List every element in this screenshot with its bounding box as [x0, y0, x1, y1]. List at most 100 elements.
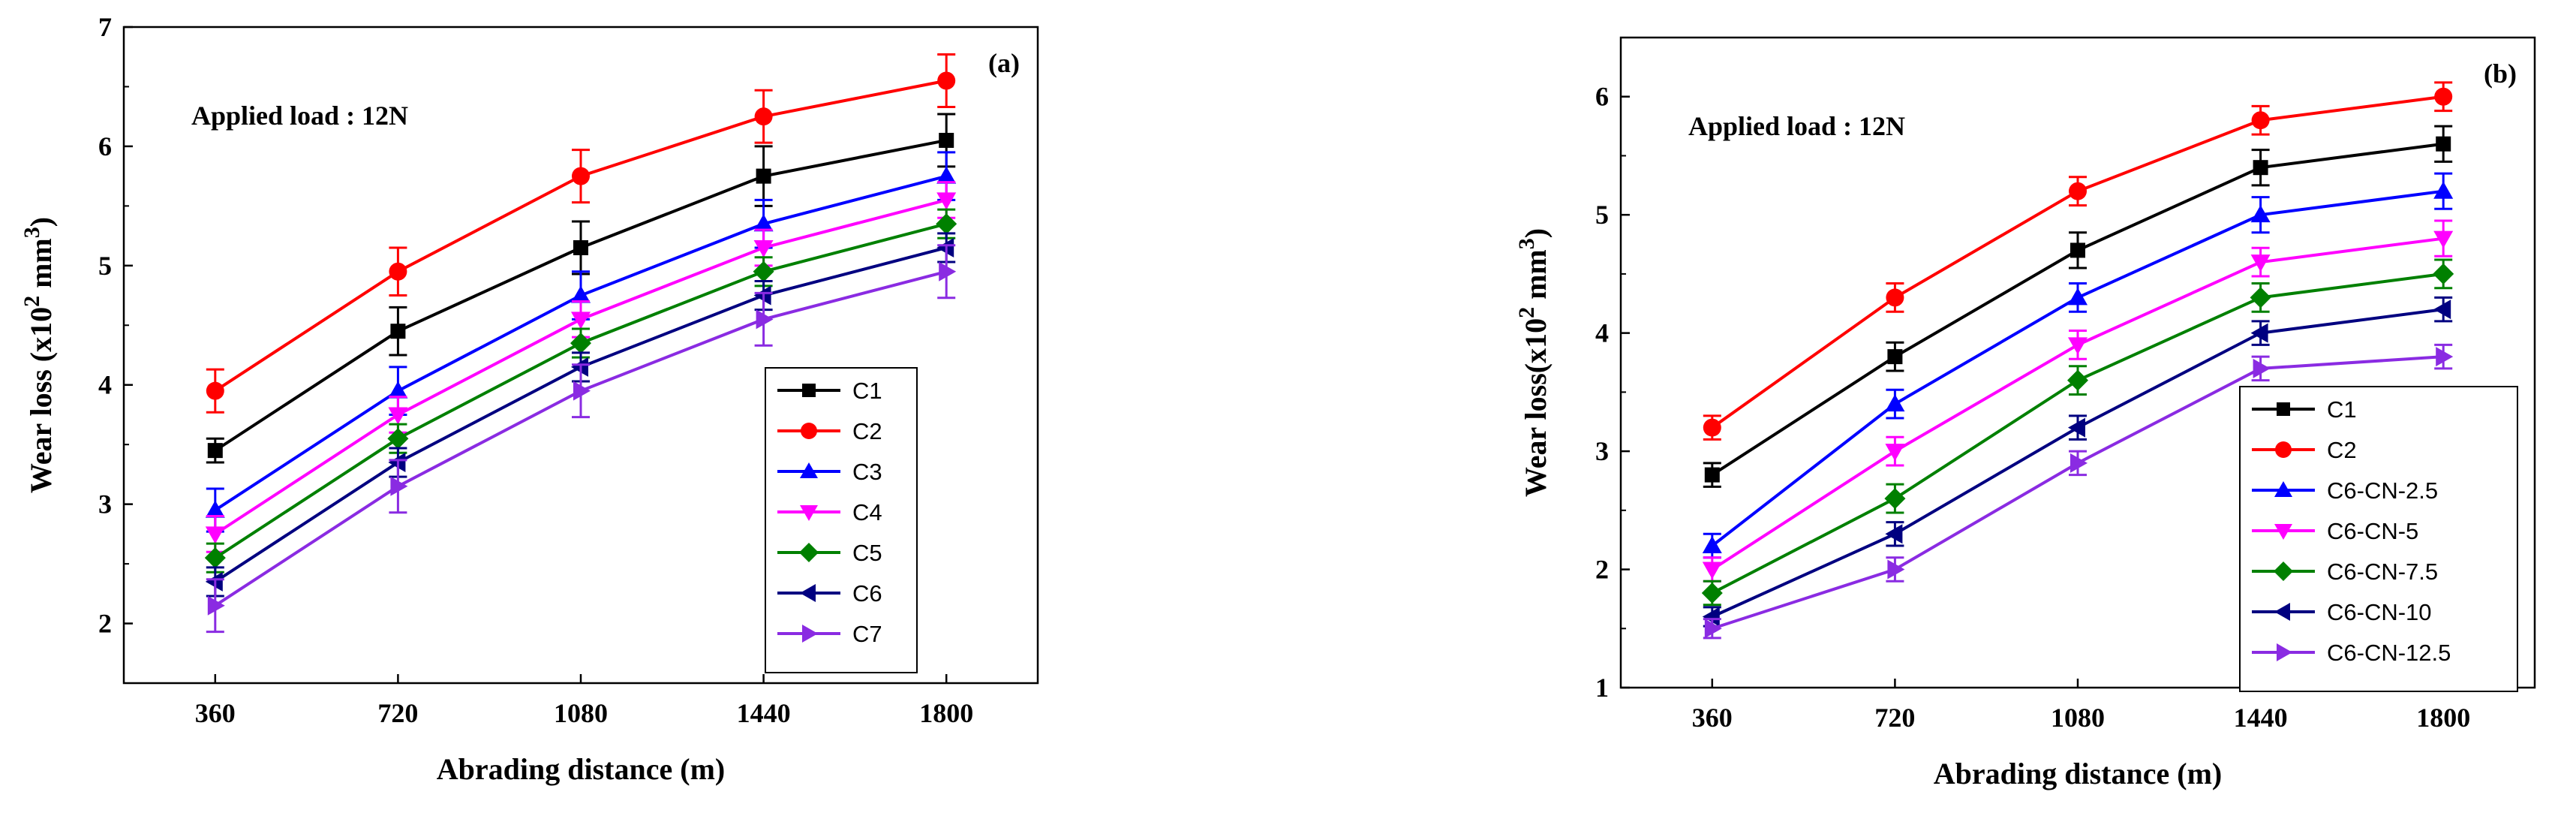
legend-marker [2277, 402, 2290, 416]
data-point [2250, 205, 2271, 223]
series-c2 [1703, 81, 2453, 441]
data-point [753, 239, 774, 257]
data-point [2251, 111, 2270, 130]
y-tick-label: 4 [98, 370, 112, 400]
legend-item: C6 [777, 580, 882, 607]
y-axis-title-end: ) [24, 217, 58, 227]
legend-label: C1 [852, 378, 882, 404]
legend-marker [2274, 562, 2293, 581]
data-point [936, 192, 957, 210]
x-axis-title: Abrading distance (m) [1934, 757, 2222, 790]
data-point [390, 324, 406, 339]
data-point [573, 381, 591, 401]
data-point [754, 107, 773, 126]
data-point [2436, 136, 2451, 152]
data-point [936, 166, 957, 184]
legend-label: C2 [2327, 437, 2357, 463]
applied-load-annotation: Applied load : 12N [1688, 111, 1905, 141]
series-c2 [206, 53, 956, 414]
data-point [2433, 230, 2454, 248]
data-point [2070, 453, 2088, 473]
data-point [937, 71, 956, 90]
data-point [756, 309, 774, 330]
data-point [936, 213, 957, 235]
legend-label: C1 [2327, 396, 2357, 423]
legend: C1 C2 C6-CN-2.5 C6-CN-5 C6-CN-7.5 C6-CN-10 C6-… [2239, 386, 2518, 692]
y-tick-label: 1 [1595, 673, 1609, 703]
data-point [571, 312, 591, 330]
applied-load-annotation: Applied load : 12N [191, 101, 408, 131]
legend-item: C7 [777, 621, 882, 647]
legend: C1 C2 C3 C4 C5 C6 C7 [765, 367, 918, 673]
legend-item: C1 [2252, 396, 2357, 423]
data-point [2436, 347, 2454, 367]
data-point [1885, 524, 1903, 544]
x-tick-label: 1080 [2051, 703, 2105, 733]
legend-label: C3 [852, 459, 882, 485]
data-point [2433, 300, 2451, 320]
y-tick-label: 2 [1595, 555, 1609, 585]
data-point [2253, 358, 2271, 378]
series-c6-cn-5 [1702, 219, 2454, 583]
data-point [2433, 263, 2454, 285]
legend-label: C4 [852, 499, 882, 525]
legend-marker [2275, 441, 2292, 458]
y-axis-title-end: ) [1519, 228, 1553, 238]
data-point [2250, 323, 2268, 343]
data-point [1702, 536, 1722, 554]
data-point [2434, 87, 2453, 106]
legend-marker [802, 384, 816, 397]
legend-item: C6-CN-12.5 [2252, 640, 2451, 666]
data-point [573, 239, 588, 255]
y-axis-title-exp: 2 [20, 296, 44, 307]
series-c4 [205, 181, 957, 553]
data-point [2253, 160, 2268, 176]
legend-box [765, 367, 918, 673]
data-point [2067, 369, 2088, 391]
legend-item: C2 [2252, 437, 2357, 463]
y-tick-label: 3 [1595, 436, 1609, 466]
y-axis-title: Wear loss(x102 mm3) [1514, 228, 1553, 497]
data-point [1887, 349, 1903, 365]
y-axis-title-main: Wear loss(x10 [1519, 318, 1553, 497]
panel-label: (b) [2484, 59, 2517, 89]
y-axis-title-exp: 3 [20, 227, 44, 238]
y-tick-label: 6 [1595, 82, 1609, 112]
data-point [388, 407, 408, 425]
legend-item: C6-CN-5 [2252, 518, 2418, 544]
data-point [939, 132, 954, 148]
data-point [2068, 288, 2088, 306]
data-point [570, 333, 591, 354]
chart-panel-a: 2 3 4 5 6 7 360 720 1080 1440 1800 Abrading distanc… [20, 12, 1039, 786]
data-point [1884, 488, 1906, 510]
data-point [939, 261, 957, 282]
data-point [387, 428, 409, 450]
x-tick-label: 360 [195, 698, 236, 728]
x-tick-label: 1440 [2234, 703, 2288, 733]
chart-panel-b: 1 2 3 4 5 6 360 720 1080 1440 1800 Abrading distanc… [1514, 36, 2536, 790]
data-point [204, 547, 226, 569]
legend-item: C4 [777, 499, 882, 525]
data-point [206, 381, 224, 400]
legend-marker [800, 584, 816, 602]
legend-item: C3 [777, 459, 882, 485]
data-point [2068, 417, 2085, 438]
y-tick-label: 2 [98, 609, 112, 639]
data-point [1704, 467, 1720, 483]
data-point [389, 262, 407, 281]
y-axis-title: Wear loss (x102 mm3) [20, 217, 58, 493]
legend-item: C6-CN-10 [2252, 599, 2432, 625]
legend-marker [802, 625, 818, 643]
legend-box [2239, 386, 2518, 692]
x-axis-title: Abrading distance (m) [437, 752, 725, 786]
series-c6-cn-10 [1702, 296, 2453, 628]
legend-marker [799, 543, 819, 562]
legend-marker [800, 505, 818, 521]
legend-marker [2274, 524, 2292, 540]
legend-label: C2 [852, 418, 882, 444]
data-point [2433, 181, 2454, 199]
y-tick-label: 5 [98, 251, 112, 281]
series-c1 [1703, 125, 2453, 488]
legend-label: C6-CN-12.5 [2327, 640, 2451, 666]
data-point [753, 260, 774, 282]
